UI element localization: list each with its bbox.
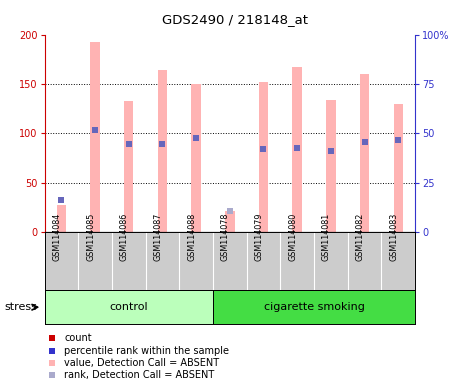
Bar: [45, 290, 213, 324]
Text: GSM114086: GSM114086: [120, 213, 129, 261]
Bar: [293, 67, 302, 232]
Text: GDS2490 / 218148_at: GDS2490 / 218148_at: [161, 13, 308, 26]
Text: GSM114078: GSM114078: [221, 213, 230, 261]
Text: value, Detection Call = ABSENT: value, Detection Call = ABSENT: [64, 358, 219, 368]
Text: count: count: [64, 333, 92, 343]
Text: GSM114079: GSM114079: [255, 213, 264, 261]
Bar: [158, 70, 167, 232]
Text: percentile rank within the sample: percentile rank within the sample: [64, 346, 229, 356]
Text: GSM114081: GSM114081: [322, 213, 331, 261]
Bar: [57, 205, 66, 232]
Text: GSM114080: GSM114080: [288, 213, 297, 261]
Text: cigarette smoking: cigarette smoking: [264, 302, 364, 312]
Text: GSM114084: GSM114084: [53, 213, 61, 261]
Bar: [91, 43, 100, 232]
Text: rank, Detection Call = ABSENT: rank, Detection Call = ABSENT: [64, 370, 215, 380]
Bar: [213, 290, 415, 324]
Text: GSM114082: GSM114082: [356, 213, 364, 261]
Text: control: control: [109, 302, 148, 312]
Text: GSM114087: GSM114087: [153, 213, 162, 261]
Bar: [225, 210, 234, 232]
Bar: [191, 84, 201, 232]
Bar: [124, 101, 134, 232]
Bar: [326, 100, 336, 232]
Bar: [393, 104, 403, 232]
Bar: [360, 74, 369, 232]
Bar: [259, 82, 268, 232]
Text: stress: stress: [5, 302, 38, 312]
Text: GSM114083: GSM114083: [389, 213, 398, 261]
Text: GSM114085: GSM114085: [86, 213, 95, 261]
Text: GSM114088: GSM114088: [187, 213, 196, 261]
